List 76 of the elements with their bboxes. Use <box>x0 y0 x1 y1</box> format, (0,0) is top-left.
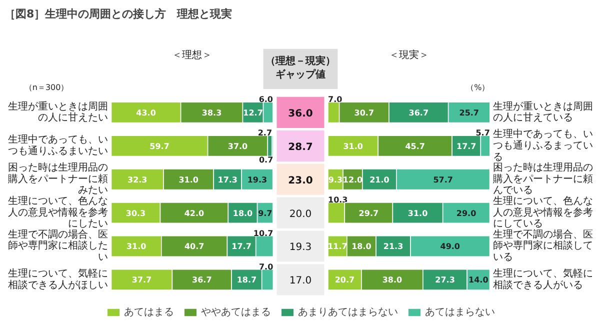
data-label: 31.0 <box>343 142 364 151</box>
text: 28.7 <box>288 142 313 153</box>
data-label: 5.7 <box>476 128 490 138</box>
data-label: 40.7 <box>184 242 204 252</box>
y-tick-label: 生理について、色んな人の意見や情報を参考にしたい <box>8 194 108 230</box>
data-label: 36.7 <box>192 276 212 285</box>
data-label: 7.0 <box>328 95 343 104</box>
data-label: 49.0 <box>440 242 460 252</box>
data-label: 59.7 <box>150 142 170 151</box>
data-label: 31.0 <box>408 208 428 218</box>
data-label: 25.7 <box>459 108 480 118</box>
data-label: 38.0 <box>382 276 403 285</box>
legend-label: あまりあてはまらない <box>298 306 398 319</box>
data-label: 10.7 <box>253 228 274 238</box>
y-tick-label: 生理中であっても、いつも通りふるまっている <box>492 128 593 163</box>
data-label: 6.0 <box>258 95 274 104</box>
data-label: 42.0 <box>184 208 205 218</box>
data-label: 2.7 <box>258 128 272 138</box>
data-label: 45.7 <box>405 142 425 151</box>
data-label: 12.0 <box>342 175 364 184</box>
y-tick-label: 生理について、気軽に相談できる人がいる <box>492 268 593 291</box>
chart-subtitle: ＜理想＞ <box>172 49 212 62</box>
data-label: 17.7 <box>232 242 252 252</box>
text: 17.0 <box>289 276 312 287</box>
text: 23.0 <box>288 175 313 186</box>
data-label: 20.7 <box>334 276 355 285</box>
data-label: 18.0 <box>232 208 254 218</box>
data-label: 27.3 <box>435 276 455 285</box>
data-label: 18.0 <box>352 242 372 252</box>
text: 20.0 <box>289 208 312 220</box>
data-label: 7.0 <box>258 262 274 272</box>
data-label: 18.7 <box>236 276 257 285</box>
data-label: 30.7 <box>354 108 374 118</box>
data-label: 10.3 <box>328 195 348 204</box>
data-label: 43.0 <box>136 108 156 118</box>
text: （%） <box>466 82 490 92</box>
data-label: 9.7 <box>258 208 272 218</box>
text: 36.0 <box>288 108 313 120</box>
legend-label: ややあてはまる <box>201 306 271 319</box>
data-label: 0.7 <box>258 155 274 164</box>
y-tick-label: 生理について、色んな人の意見や情報を参考にしている <box>492 194 593 230</box>
y-tick-label: 生理で不調の場合、医師や専門家に相談したい <box>8 228 108 264</box>
data-label: 31.0 <box>178 175 199 184</box>
y-tick-label: 生理について、気軽に相談できる人がほしい <box>8 268 108 291</box>
data-label: 21.3 <box>383 242 404 252</box>
y-tick-label: 生理が重いときは周囲の人に甘えたい <box>8 100 108 124</box>
data-label: 29.7 <box>358 208 379 218</box>
data-label: 57.7 <box>433 175 453 184</box>
y-tick-label: 生理が重いときは周囲の人に甘えている <box>492 100 593 124</box>
y-tick-label: 生理中であっても、いつも通りふるまいたい <box>8 134 108 158</box>
chart-title: ［図8］生理中の周囲との接し方 理想と現実 <box>4 8 232 20</box>
data-label: 17.3 <box>218 175 238 184</box>
data-label: 32.3 <box>128 175 148 184</box>
data-label: 12.7 <box>243 108 263 118</box>
y-tick-label: 困った時は生理用品の購入をパートナーに頼んでいる <box>492 161 593 196</box>
data-label: 14.0 <box>468 276 489 285</box>
data-label: 30.3 <box>126 208 146 218</box>
y-tick-label: 生理で不調の場合、医師や専門家に相談している <box>492 228 593 264</box>
data-label: 19.3 <box>247 175 268 184</box>
data-label: 38.3 <box>202 108 222 118</box>
data-label: 29.0 <box>456 208 477 218</box>
data-label: 17.7 <box>456 142 476 151</box>
legend-label: あてはまらない <box>425 306 495 319</box>
text: （n＝300） <box>24 82 69 92</box>
data-label: 36.7 <box>408 108 429 118</box>
chart-title: ＜現実＞ <box>388 49 429 62</box>
data-label: 37.0 <box>228 142 248 151</box>
text: （理想－現実）ギャップ値 <box>266 55 336 80</box>
text: 19.3 <box>289 242 312 254</box>
data-label: 37.7 <box>132 276 152 285</box>
data-label: 21.0 <box>370 175 390 184</box>
y-tick-label: 困った時は生理用品の購入をパートナーに頼みたい <box>8 161 108 196</box>
data-label: 31.0 <box>126 242 147 252</box>
data-label: 11.7 <box>328 242 348 252</box>
data-label: 9.3 <box>328 175 343 184</box>
legend-label: あてはまる <box>124 306 174 319</box>
